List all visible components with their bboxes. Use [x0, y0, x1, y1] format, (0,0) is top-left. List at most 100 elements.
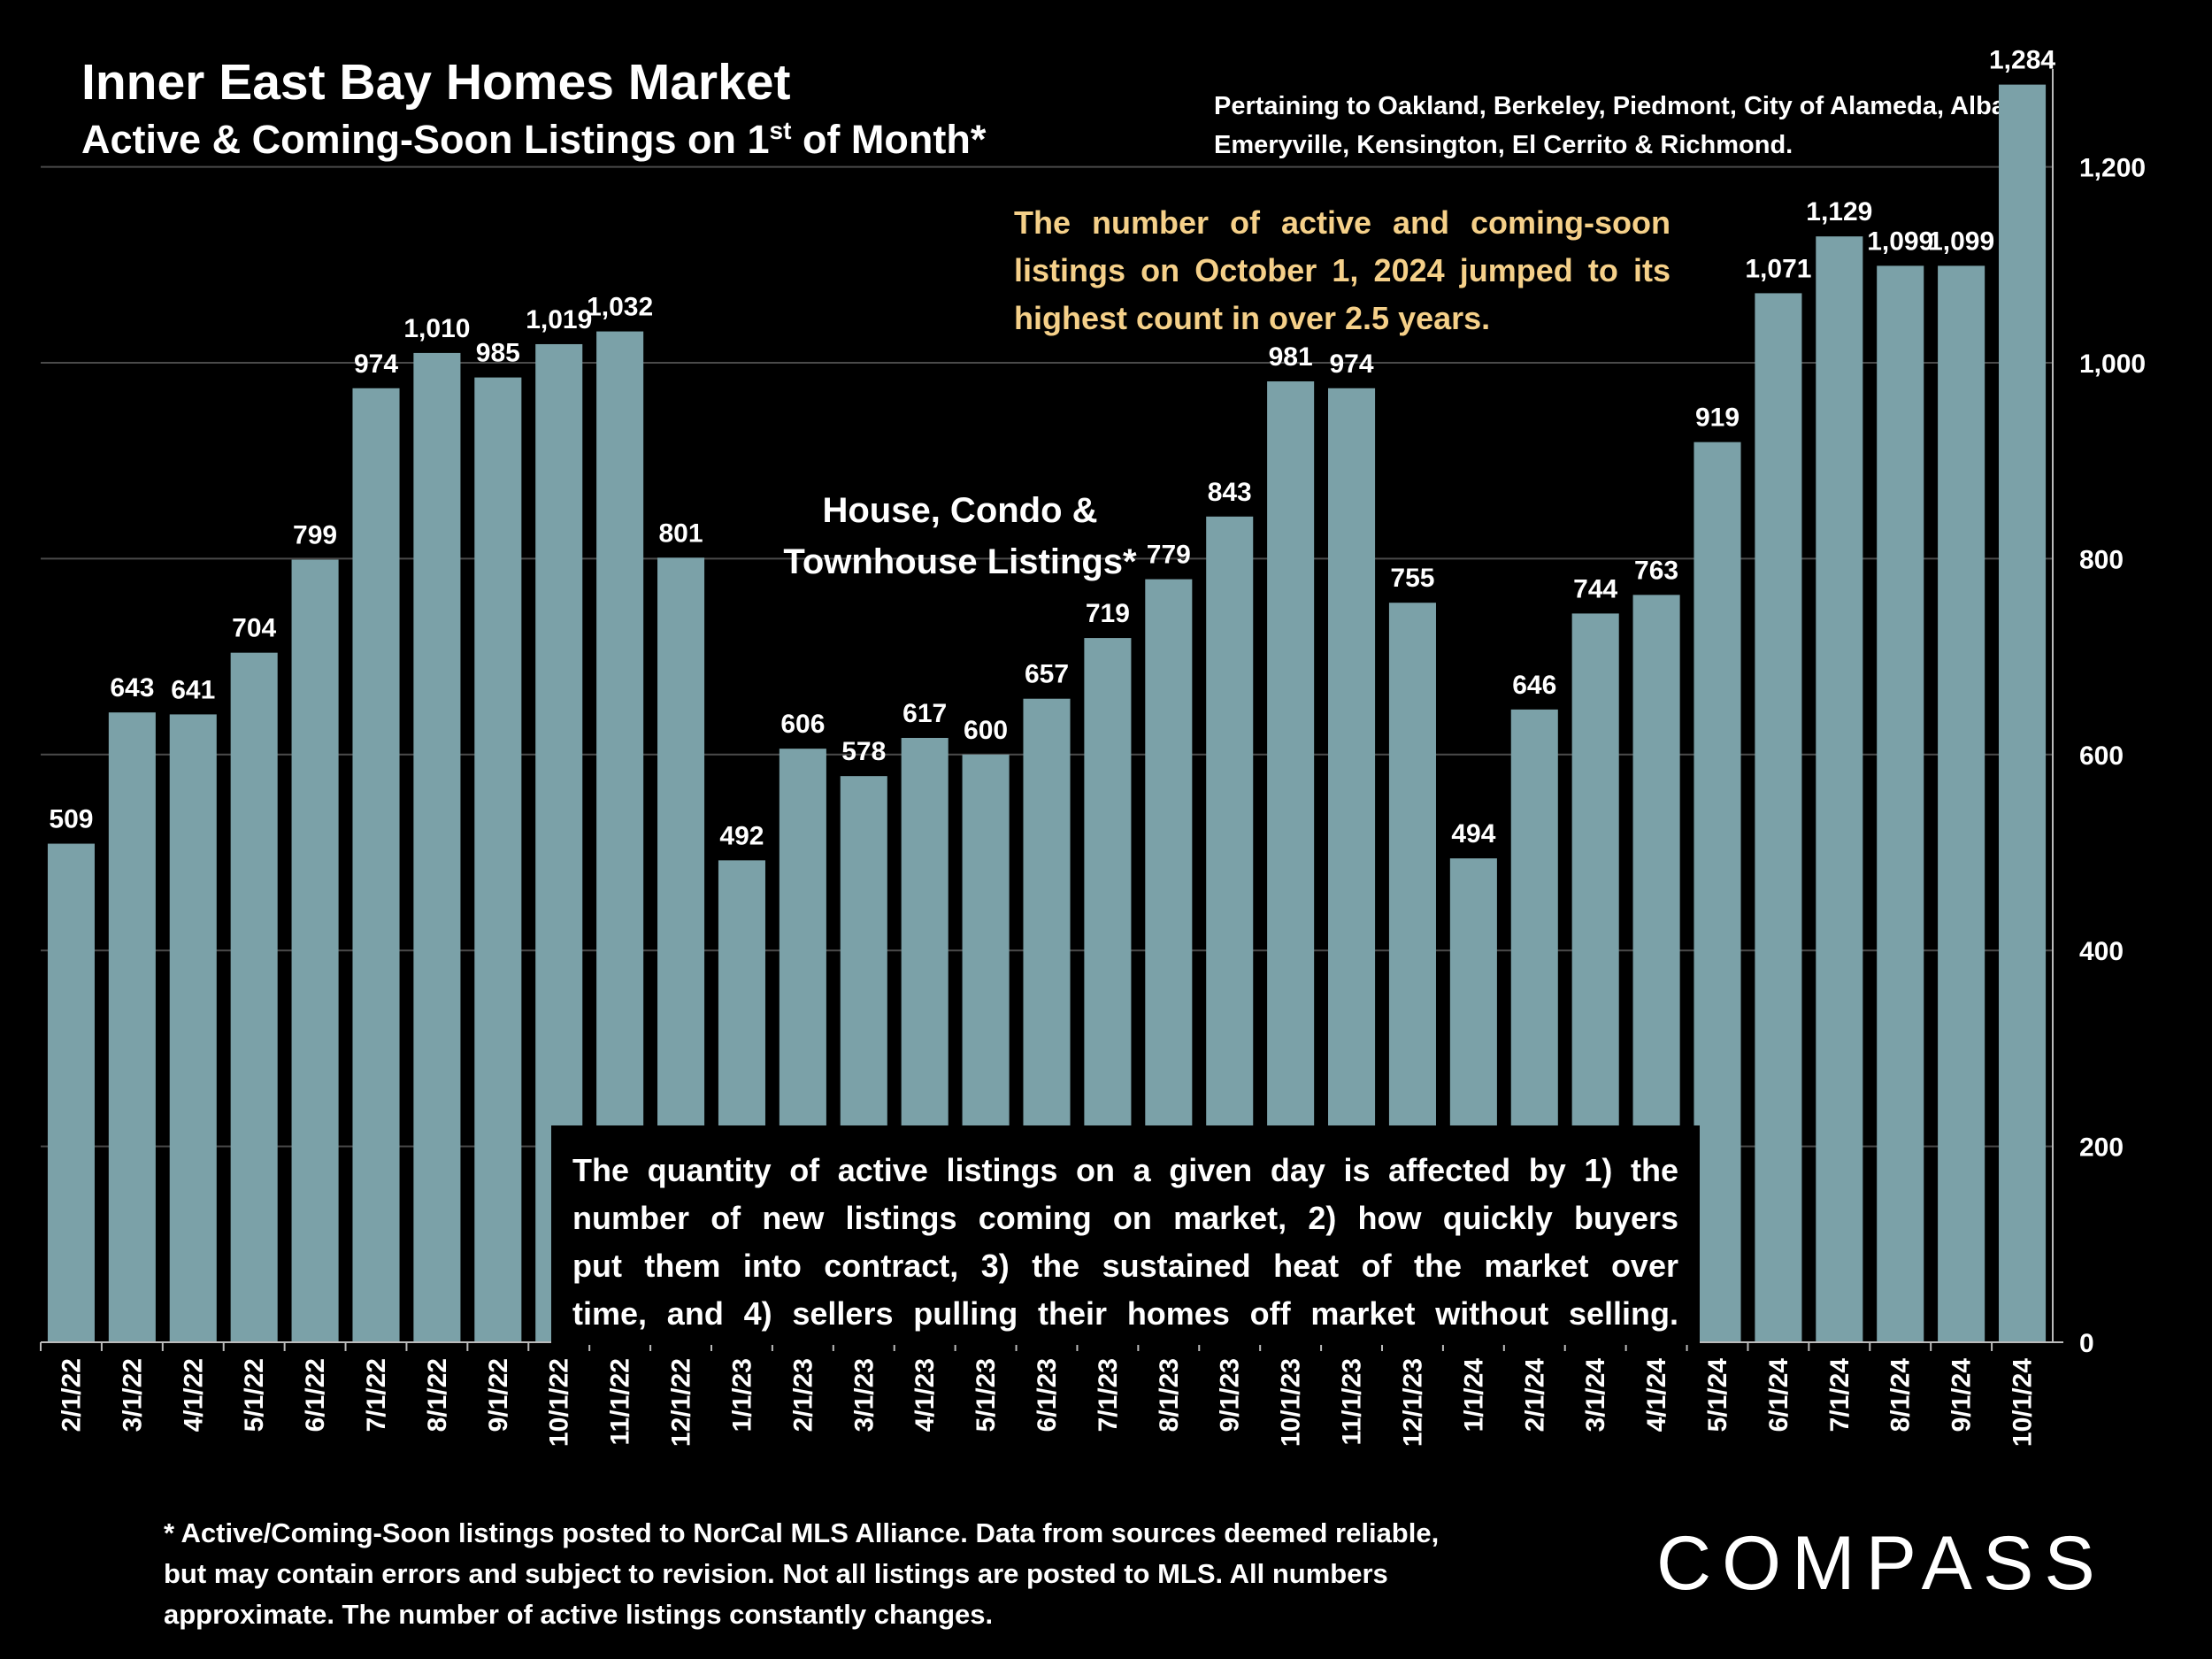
data-label: 1,129 — [1806, 197, 1872, 227]
y-tick-label: 200 — [2079, 1133, 2124, 1163]
data-label: 492 — [719, 821, 764, 850]
subtitle-main: Active & Coming-Soon Listings on 1 — [81, 117, 770, 162]
data-label: 1,099 — [1867, 227, 1933, 256]
data-label: 985 — [476, 339, 520, 368]
x-tick-label: 8/1/22 — [423, 1358, 452, 1432]
y-tick-label: 1,200 — [2079, 154, 2146, 183]
data-label: 981 — [1269, 342, 1313, 372]
x-tick-label: 6/1/24 — [1764, 1358, 1793, 1432]
series-label: House, Condo & Townhouse Listings* — [752, 485, 1168, 588]
x-tick-label: 3/1/24 — [1581, 1358, 1610, 1432]
data-label: 1,019 — [526, 305, 592, 334]
x-tick-label: 9/1/24 — [1947, 1358, 1977, 1432]
explanation-line-1: The quantity of active listings on a giv… — [572, 1152, 1678, 1188]
y-tick-label: 600 — [2079, 741, 2124, 771]
bar — [169, 714, 217, 1342]
bar — [47, 843, 95, 1342]
x-tick-label: 2/1/24 — [1520, 1358, 1549, 1432]
x-tick-label: 5/1/24 — [1703, 1358, 1732, 1432]
x-tick-label: 4/1/22 — [179, 1358, 208, 1432]
data-label: 578 — [841, 737, 886, 766]
x-tick-label: 6/1/22 — [301, 1358, 330, 1432]
data-label: 1,010 — [403, 314, 470, 343]
x-tick-label: 10/1/24 — [2008, 1358, 2038, 1447]
footnote: * Active/Coming-Soon listings posted to … — [164, 1517, 1440, 1630]
data-label: 719 — [1086, 599, 1130, 628]
bar — [1694, 442, 1741, 1342]
x-tick-label: 5/1/23 — [972, 1358, 1001, 1432]
explanation-box: The quantity of active listings on a giv… — [551, 1125, 1700, 1345]
x-tick-label: 3/1/23 — [849, 1358, 879, 1432]
x-tick-label: 7/1/24 — [1825, 1358, 1855, 1432]
data-label: 779 — [1147, 541, 1191, 570]
subtitle-end: of Month* — [791, 117, 987, 162]
bar — [1999, 84, 2047, 1342]
y-tick-label: 0 — [2079, 1329, 2094, 1358]
x-tick-label: 3/1/22 — [118, 1358, 147, 1432]
x-tick-label: 4/1/23 — [910, 1358, 940, 1432]
bar — [1938, 265, 1985, 1343]
x-tick-label: 5/1/22 — [240, 1358, 269, 1432]
bar — [413, 352, 461, 1343]
series-label-line1: House, Condo & — [822, 491, 1098, 530]
bar — [1816, 236, 1863, 1342]
data-label: 643 — [110, 673, 154, 703]
data-label: 1,071 — [1745, 254, 1811, 283]
y-tick-label: 800 — [2079, 545, 2124, 574]
y-tick-label: 1,000 — [2079, 349, 2146, 379]
data-label: 600 — [964, 716, 1008, 745]
data-label: 617 — [902, 699, 947, 728]
compass-logo: COMPASS — [1656, 1521, 2106, 1606]
data-label: 1,099 — [1928, 227, 1994, 256]
highlight-callout: The number of active and coming-soon lis… — [1014, 204, 1671, 336]
data-label: 657 — [1025, 660, 1069, 689]
data-label: 744 — [1573, 574, 1617, 603]
subtitle-superscript: st — [769, 117, 792, 144]
data-label: 1,284 — [1989, 46, 2055, 75]
bar — [230, 652, 278, 1342]
x-tick-label: 1/1/23 — [727, 1358, 757, 1432]
data-label: 919 — [1695, 403, 1740, 433]
data-label: 704 — [232, 614, 276, 643]
x-tick-label: 9/1/22 — [484, 1358, 513, 1432]
data-label: 799 — [293, 521, 337, 550]
x-tick-label: 6/1/23 — [1033, 1358, 1062, 1432]
x-tick-label: 11/1/22 — [606, 1358, 635, 1445]
y-tick-label: 400 — [2079, 937, 2124, 966]
x-tick-label: 7/1/22 — [362, 1358, 391, 1432]
x-tick-label: 10/1/22 — [545, 1358, 574, 1447]
x-tick-label: 10/1/23 — [1277, 1358, 1306, 1447]
bar — [1755, 293, 1802, 1342]
x-tick-label: 8/1/24 — [1886, 1358, 1916, 1432]
data-label: 763 — [1634, 556, 1678, 585]
x-tick-label: 2/1/23 — [788, 1358, 818, 1432]
chart-subtitle: Active & Coming-Soon Listings on 1st of … — [81, 117, 986, 163]
data-label: 755 — [1390, 564, 1434, 593]
x-tick-label: 12/1/22 — [667, 1358, 696, 1447]
x-tick-label: 9/1/23 — [1216, 1358, 1245, 1432]
series-label-line2: Townhouse Listings* — [783, 542, 1137, 581]
x-tick-label: 4/1/24 — [1642, 1358, 1671, 1432]
data-label: 974 — [354, 349, 398, 379]
data-label: 801 — [659, 518, 703, 548]
data-label: 641 — [171, 675, 215, 704]
x-tick-label: 7/1/23 — [1094, 1358, 1123, 1432]
x-tick-label: 8/1/23 — [1155, 1358, 1184, 1432]
bar — [1877, 265, 1924, 1343]
bar — [474, 377, 522, 1343]
data-label: 974 — [1330, 349, 1374, 379]
explanation-line-3: put them into contract, 3) the sustained… — [572, 1248, 1678, 1284]
bar — [291, 559, 339, 1342]
bar — [352, 388, 400, 1343]
data-label: 843 — [1208, 478, 1252, 507]
coverage-note: Pertaining to Oakland, Berkeley, Piedmon… — [1214, 92, 2041, 159]
x-tick-label: 12/1/23 — [1398, 1358, 1427, 1447]
x-tick-label: 2/1/22 — [57, 1358, 86, 1432]
data-label: 494 — [1451, 819, 1495, 849]
data-label: 1,032 — [587, 293, 653, 322]
x-tick-label: 1/1/24 — [1459, 1358, 1488, 1432]
x-tick-label: 11/1/23 — [1338, 1358, 1367, 1445]
explanation-line-4: time, and 4) sellers pulling their homes… — [572, 1295, 1678, 1332]
chart-title: Inner East Bay Homes Market — [81, 54, 791, 111]
bar — [108, 712, 156, 1342]
